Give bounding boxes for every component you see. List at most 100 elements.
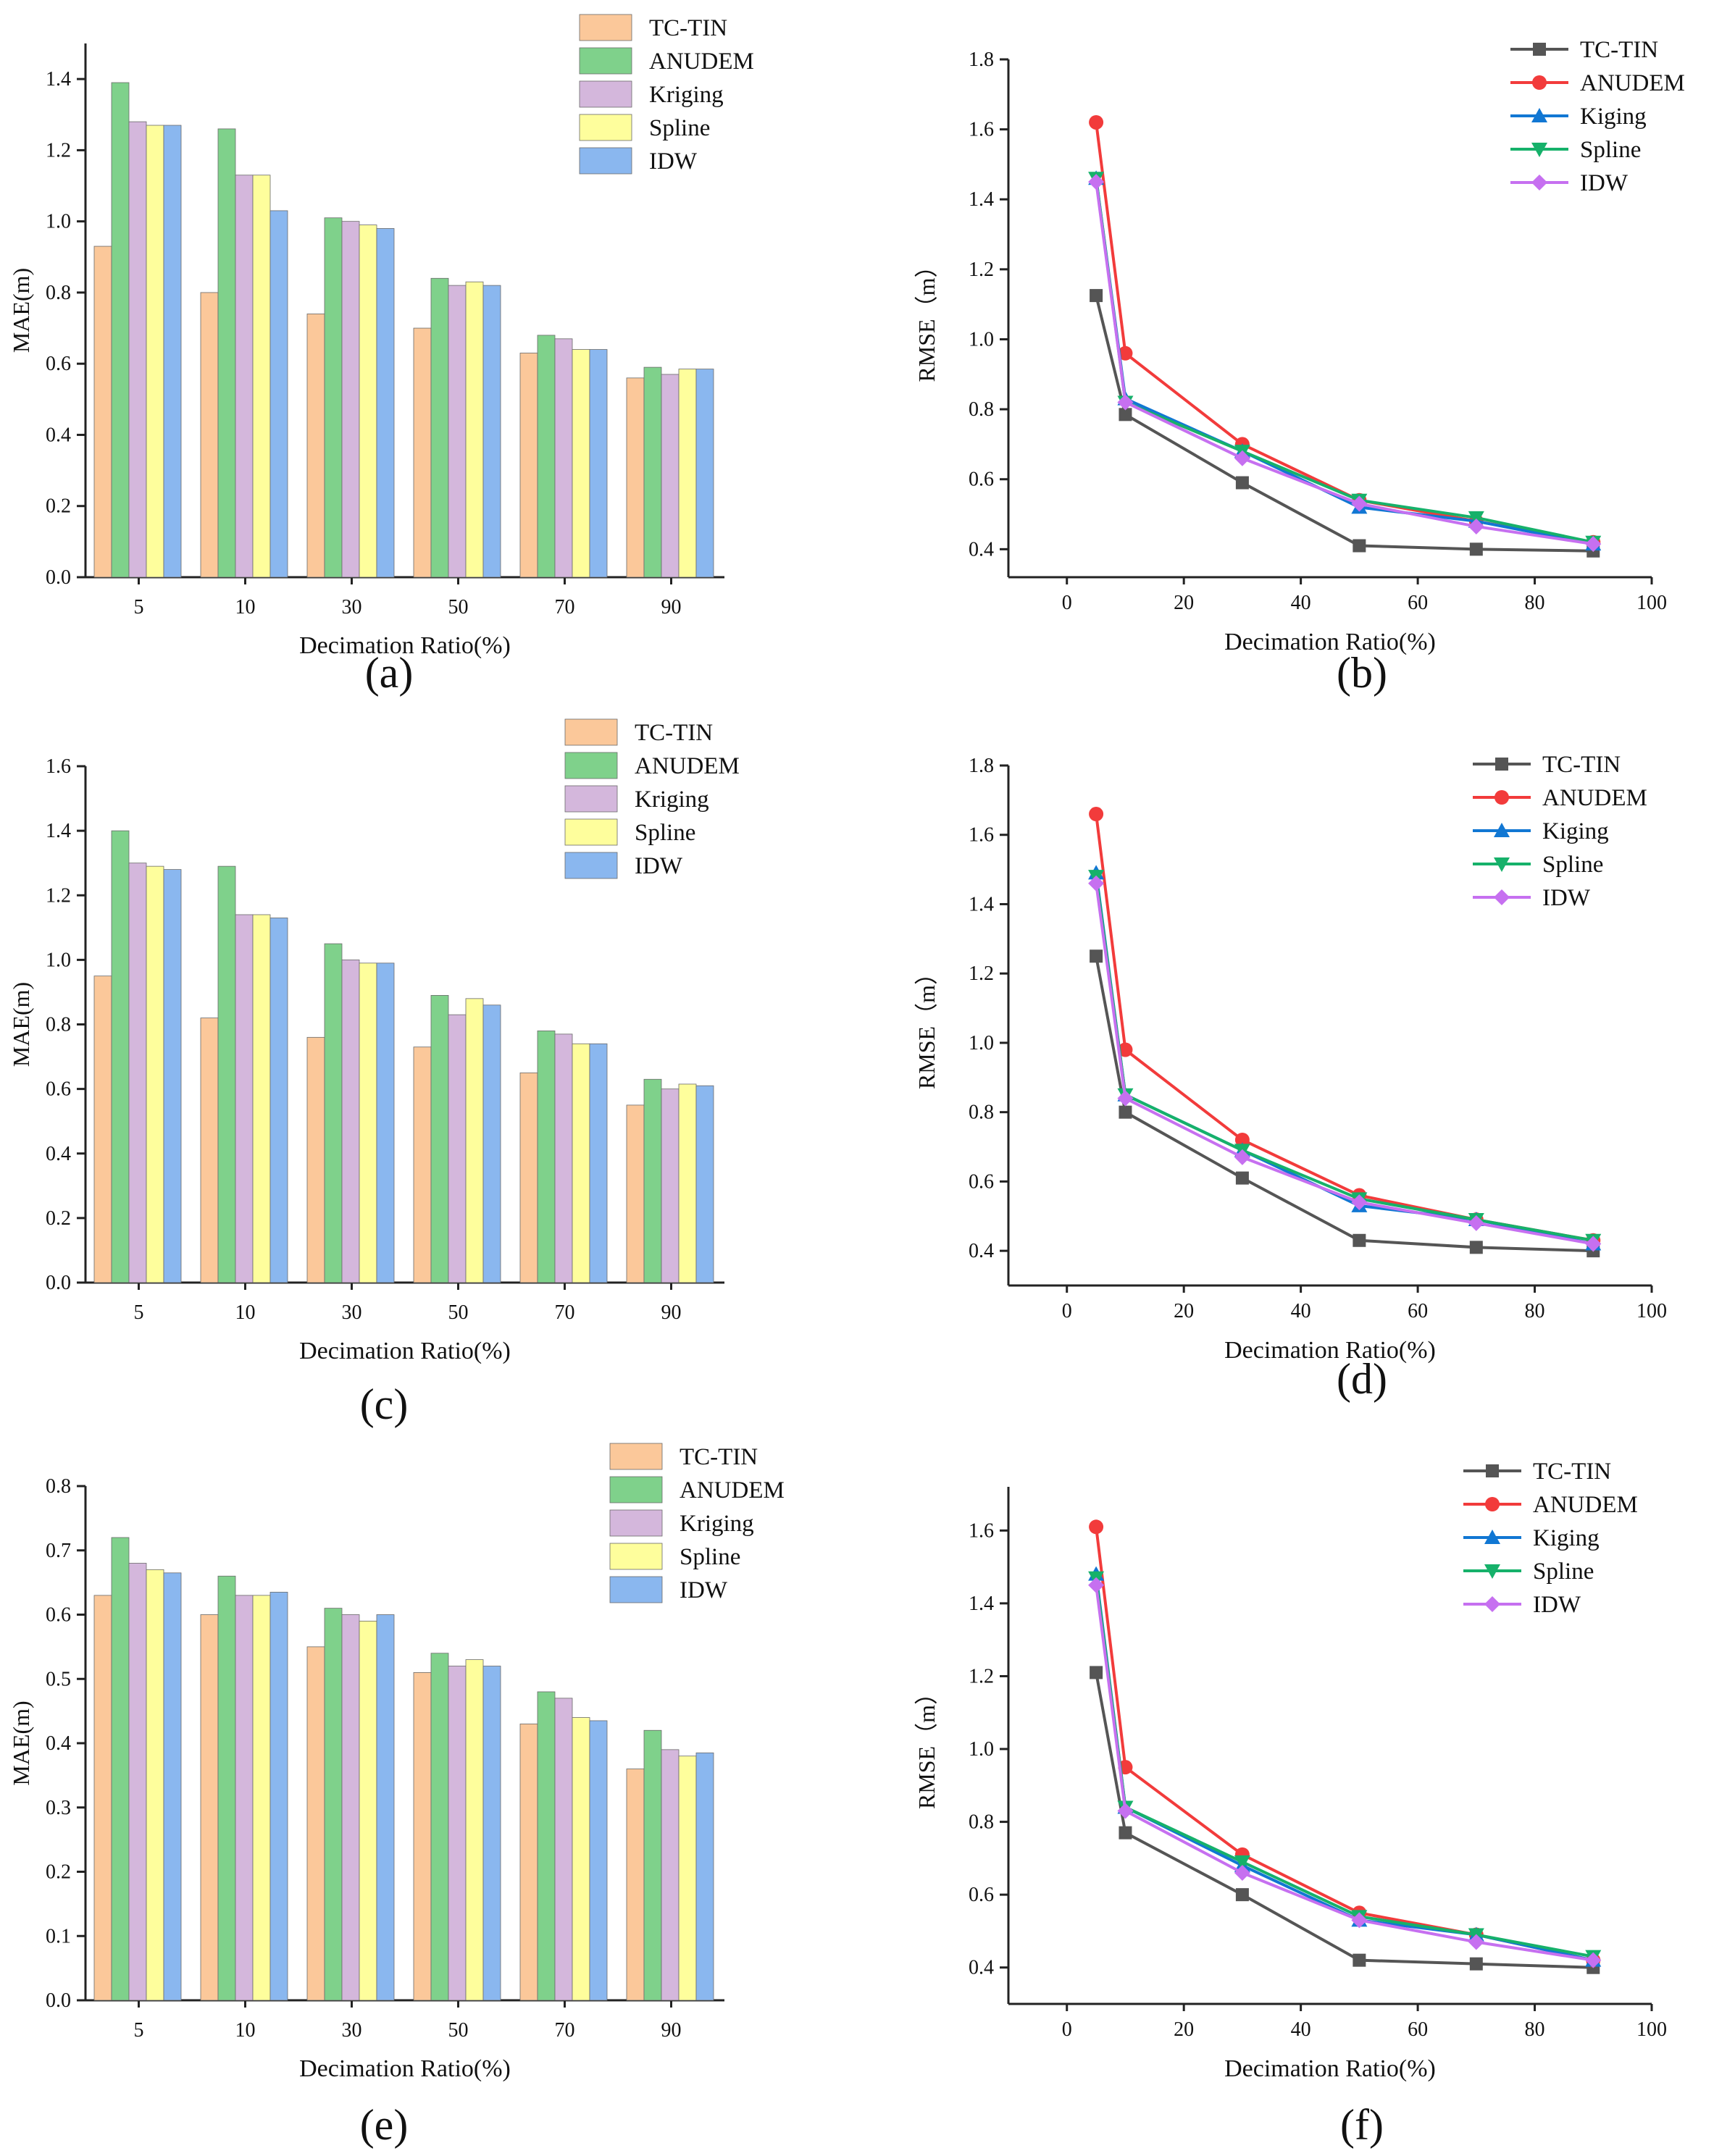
point-idw-5 xyxy=(1088,875,1105,892)
bar-tc-tin-30 xyxy=(306,314,325,578)
bar-spline-10 xyxy=(252,1595,271,2001)
x-tick-label: 60 xyxy=(1408,592,1428,614)
bar-kriging-5 xyxy=(128,1563,147,2001)
point-tc-tin-70 xyxy=(1469,1957,1483,1971)
x-tick-label: 10 xyxy=(235,596,256,618)
y-tick-label: 0.8 xyxy=(46,1014,71,1036)
y-axis-label: MAE(m) xyxy=(8,1700,34,1785)
bar-idw-50 xyxy=(482,285,501,578)
x-axis-label: Decimation Ratio(%) xyxy=(299,1338,511,1364)
point-spline-70 xyxy=(1468,511,1484,526)
legend-swatch-kriging xyxy=(564,785,618,813)
chart-b-svg: 0.4 0.6 0.8 1.0 1.2 1.4 1.6 1.8 0 20 40 60 80 100 Deci… xyxy=(914,37,1685,655)
legend-label-kiging: Kiging xyxy=(1542,818,1609,844)
x-tick-label: 0 xyxy=(1062,1300,1072,1322)
bar-idw-10 xyxy=(269,210,288,578)
legend-label-anudem: ANUDEM xyxy=(649,49,754,75)
chart-panel-d: 0.4 0.6 0.8 1.0 1.2 1.4 1.6 1.8 0 20 40 60 80 100 Deci… xyxy=(869,713,1714,1409)
x-axis-label: Decimation Ratio(%) xyxy=(1224,1337,1436,1364)
y-tick-label: 1.2 xyxy=(969,1665,994,1687)
x-tick-label: 5 xyxy=(134,1301,144,1324)
bar-anudem-5 xyxy=(111,830,130,1283)
bar-idw-5 xyxy=(163,869,182,1283)
x-tick-label: 90 xyxy=(661,596,682,618)
bar-idw-70 xyxy=(589,349,608,578)
y-tick-label: 1.4 xyxy=(969,188,994,211)
legend-swatch-kriging xyxy=(609,1509,663,1537)
legend-label-spline: Spline xyxy=(1533,1559,1594,1585)
y-tick-label: 0.8 xyxy=(969,1811,994,1834)
series-line-kiging xyxy=(1095,1574,1594,1962)
legend-swatch-spline xyxy=(579,114,632,141)
x-tick-label: 5 xyxy=(134,596,144,618)
y-tick-label: 0.4 xyxy=(969,538,994,561)
legend-swatch-spline xyxy=(609,1543,663,1570)
point-anudem-10 xyxy=(1118,1042,1133,1057)
legend-marker-anudem xyxy=(1532,75,1547,90)
bar-idw-70 xyxy=(589,1720,608,2001)
bar-spline-70 xyxy=(572,1717,590,2001)
point-anudem-30 xyxy=(1234,1132,1250,1147)
series-line-kiging xyxy=(1095,177,1594,546)
bar-anudem-5 xyxy=(111,82,130,578)
bar-anudem-50 xyxy=(430,994,449,1283)
point-tc-tin-50 xyxy=(1353,1233,1366,1247)
y-tick-label: 0.4 xyxy=(969,1240,994,1262)
legend-marker-anudem xyxy=(1485,1497,1500,1511)
legend-label-tc-tin: TC-TIN xyxy=(1580,37,1658,63)
bar-anudem-5 xyxy=(111,1537,130,2001)
point-anudem-10 xyxy=(1118,345,1133,361)
y-tick-label: 1.4 xyxy=(46,68,71,91)
legend-label-spline: Spline xyxy=(649,115,710,141)
point-anudem-5 xyxy=(1089,114,1104,130)
bar-tc-tin-50 xyxy=(413,327,432,578)
point-idw-90 xyxy=(1585,1952,1602,1968)
bar-anudem-30 xyxy=(324,1608,343,2001)
bar-anudem-70 xyxy=(537,335,556,578)
legend-label-spline: Spline xyxy=(680,1544,740,1570)
bar-spline-10 xyxy=(252,175,271,578)
bar-anudem-10 xyxy=(217,128,236,578)
series-line-idw xyxy=(1095,181,1594,546)
x-axis-label: Decimation Ratio(%) xyxy=(299,2055,511,2082)
bar-tc-tin-70 xyxy=(519,1723,538,2001)
bar-tc-tin-70 xyxy=(519,353,538,578)
point-tc-tin-70 xyxy=(1469,1241,1483,1254)
x-axis-label: Decimation Ratio(%) xyxy=(1224,629,1436,655)
y-axis-label: RMSE（m） xyxy=(914,1682,940,1809)
bar-spline-30 xyxy=(359,225,377,578)
bar-tc-tin-10 xyxy=(200,1018,219,1283)
legend-label-tc-tin: TC-TIN xyxy=(1533,1459,1611,1485)
bar-tc-tin-90 xyxy=(626,1769,645,2001)
legend-swatch-idw xyxy=(564,852,618,879)
x-tick-label: 40 xyxy=(1291,1300,1311,1322)
bar-idw-30 xyxy=(376,1614,395,2001)
caption-a: (a) xyxy=(364,649,414,697)
point-tc-tin-50 xyxy=(1353,539,1366,553)
bar-spline-30 xyxy=(359,1620,377,2001)
y-tick-label: 1.0 xyxy=(46,211,71,233)
bar-kriging-70 xyxy=(554,1033,573,1283)
bar-kriging-30 xyxy=(341,1614,360,2001)
legend-swatch-idw xyxy=(579,147,632,175)
y-tick-label: 1.0 xyxy=(969,1738,994,1761)
legend-label-anudem: ANUDEM xyxy=(680,1477,785,1503)
bar-tc-tin-10 xyxy=(200,1614,219,2001)
legend-marker-idw xyxy=(1494,889,1510,905)
legend-label-spline: Spline xyxy=(635,820,695,846)
x-tick-label: 70 xyxy=(555,1301,575,1324)
y-tick-label: 0.6 xyxy=(969,1170,994,1193)
bar-tc-tin-5 xyxy=(93,1595,112,2001)
x-tick-label: 50 xyxy=(448,596,469,618)
series-line-anudem xyxy=(1095,813,1594,1242)
bar-spline-10 xyxy=(252,914,271,1283)
y-tick-label: 0.8 xyxy=(46,282,71,304)
series-line-anudem xyxy=(1095,1527,1594,1962)
legend-swatch-idw xyxy=(609,1576,663,1603)
x-tick-label: 80 xyxy=(1525,1300,1545,1322)
legend-label-kriging: Kriging xyxy=(635,787,709,813)
point-tc-tin-5 xyxy=(1090,949,1103,963)
bar-idw-90 xyxy=(695,1752,714,2001)
legend-swatch-anudem xyxy=(579,47,632,75)
y-tick-label: 0.7 xyxy=(46,1540,71,1562)
